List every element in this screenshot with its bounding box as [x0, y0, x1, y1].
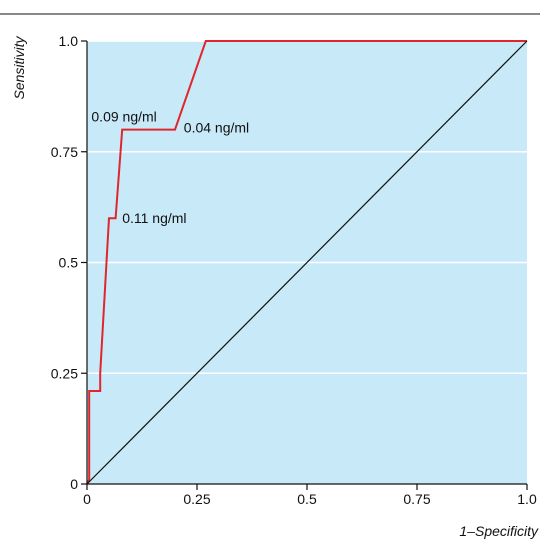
x-tick-label: 0.25	[183, 491, 210, 507]
x-axis-title: 1–Specificity	[459, 523, 539, 539]
x-tick-label: 0.75	[403, 491, 430, 507]
annotations: 0.09 ng/ml 0.04 ng/ml 0.11 ng/ml	[91, 108, 249, 226]
x-tick-label: 0	[83, 491, 91, 507]
threshold-annotation: 0.04 ng/ml	[184, 119, 249, 135]
x-tick-label: 0.5	[297, 491, 317, 507]
y-tick-label: 0.5	[59, 255, 79, 271]
axes	[81, 40, 528, 490]
threshold-annotation: 0.09 ng/ml	[91, 108, 156, 124]
threshold-annotation: 0.11 ng/ml	[122, 210, 186, 226]
y-axis-title: Sensitivity	[11, 35, 27, 99]
roc-curve-line	[86, 40, 527, 485]
y-tick-label: 0.75	[51, 144, 78, 160]
y-tick-label: 0	[70, 476, 78, 492]
y-tick-label: 0.25	[51, 365, 78, 381]
y-tick-label: 1.0	[59, 33, 79, 49]
tick-labels: 0 0.25 0.5 0.75 1.0 0 0.25 0.5 0.75 1.0	[51, 33, 537, 507]
reference-diagonal-line	[86, 40, 528, 485]
series-layer	[86, 40, 528, 485]
x-tick-label: 1.0	[517, 491, 537, 507]
